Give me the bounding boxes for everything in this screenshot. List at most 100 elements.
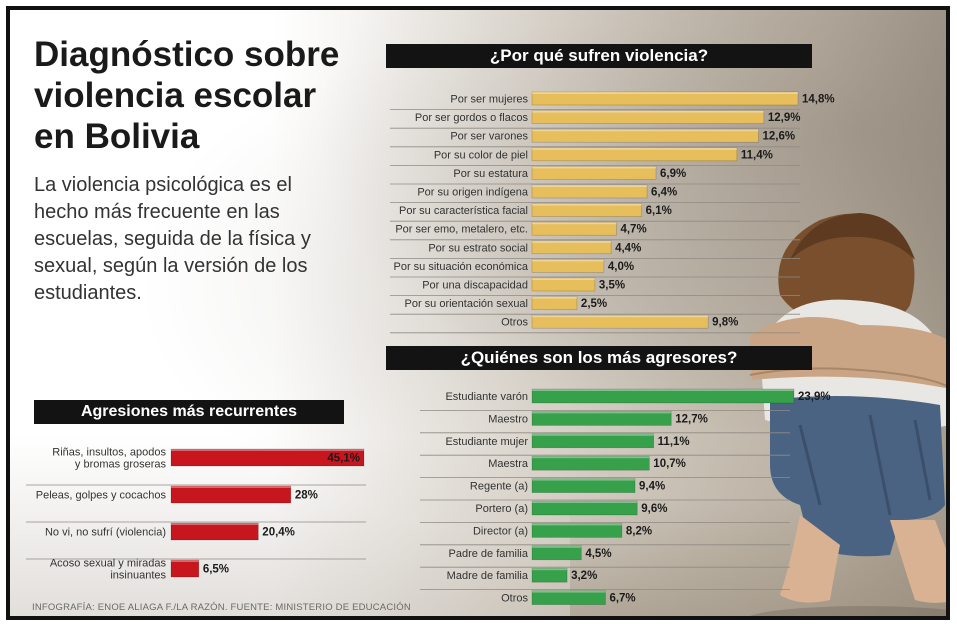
bar [531, 314, 709, 329]
category-label: Otros [501, 593, 528, 605]
category-label: Por su estrato social [428, 242, 528, 254]
value-label: 4,5% [585, 548, 611, 560]
bar [531, 166, 657, 180]
value-label: 6,9% [660, 168, 686, 180]
bar [531, 259, 605, 273]
category-label-line: Por ser gordos o flacos [415, 112, 529, 124]
bar [531, 203, 642, 217]
category-label: Por una discapacidad [422, 280, 528, 292]
bar-highlight [532, 166, 657, 169]
category-label: Por ser gordos o flacos [415, 112, 529, 124]
category-label-line: Por ser mujeres [450, 94, 528, 106]
bar-highlight [532, 590, 606, 593]
page-title: Diagnóstico sobre violencia escolar en B… [34, 35, 340, 156]
bar [531, 91, 799, 106]
source-credit: INFOGRAFÍA: ENOE ALIAGA F./LA RAZÓN. FUE… [32, 602, 411, 613]
bar [531, 147, 738, 162]
bar [531, 110, 765, 124]
bar [531, 184, 648, 199]
aggressors-chart-title: ¿Quiénes son los más agresores? [386, 346, 812, 370]
category-label-line: y bromas groseras [75, 459, 167, 471]
category-label-line: Peleas, golpes y cocachos [36, 490, 167, 502]
bar-highlight [532, 110, 764, 113]
value-label: 2,5% [581, 298, 607, 310]
category-label: Por ser varones [450, 131, 528, 143]
category-label: Maestro [488, 413, 528, 425]
bar [170, 485, 292, 504]
category-label: Por su orientación sexual [404, 298, 528, 310]
intro-text: La violencia psicológica es el hecho más… [34, 174, 311, 304]
value-label: 9,4% [639, 481, 665, 493]
bar-highlight [532, 129, 759, 132]
category-label: Por su característica facial [399, 205, 528, 217]
category-label: Por su estatura [453, 168, 528, 180]
category-label-line: Por su característica facial [399, 205, 528, 217]
bar [531, 478, 636, 493]
value-label: 6,4% [651, 187, 677, 199]
category-label-line: Por ser varones [450, 131, 528, 143]
category-label-line: Regente (a) [470, 481, 528, 493]
category-label-line: Riñas, insultos, apodos [52, 447, 166, 459]
infographic-frame: Diagnóstico sobre violencia escolar en B… [6, 6, 950, 620]
category-label: Otros [501, 317, 528, 329]
category-label-line: Por su estrato social [428, 242, 528, 254]
value-label: 3,2% [571, 570, 597, 582]
bar-highlight [532, 278, 595, 280]
value-label: 3,5% [599, 280, 625, 292]
category-label: Madre de familia [447, 570, 529, 582]
bar-highlight [532, 545, 582, 548]
value-label: 20,4% [262, 527, 295, 539]
value-label: 11,4% [741, 149, 773, 161]
category-label: Riñas, insultos, apodos y bromas groseras [52, 447, 166, 471]
bar [531, 433, 654, 449]
bar-highlight [532, 501, 638, 503]
category-label-line: Por una discapacidad [422, 280, 528, 292]
bar-highlight [171, 523, 259, 525]
category-label: Director (a) [473, 525, 528, 537]
bar [531, 567, 568, 583]
bar-highlight [532, 222, 617, 225]
bar [170, 448, 365, 467]
category-label-line: Estudiante mujer [445, 436, 528, 448]
category-label-line: Otros [501, 317, 528, 329]
category-label: Portero (a) [475, 503, 528, 515]
value-label: 6,1% [646, 205, 672, 217]
bar-highlight [532, 240, 612, 243]
bar-highlight [532, 259, 604, 262]
bar-highlight [171, 486, 291, 488]
category-label: Acoso sexual y miradas insinuantes [50, 558, 167, 582]
bar-highlight [532, 523, 622, 526]
category-label: Maestra [488, 458, 529, 470]
bar [170, 522, 259, 541]
value-label: 14,8% [802, 94, 835, 106]
value-label: 8,2% [626, 525, 652, 537]
aggressors-chart: Estudiante varón 23,9% Maestro 12,7% Estudia… [420, 388, 831, 605]
value-label: 6,7% [609, 593, 635, 605]
category-label-line: Por su color de piel [434, 149, 528, 161]
bar-highlight [171, 449, 364, 451]
category-label: Por su situación económica [393, 261, 528, 273]
category-label-line: Por su estatura [453, 168, 528, 180]
category-label: Peleas, golpes y cocachos [36, 490, 167, 502]
category-label-line: Portero (a) [475, 503, 528, 515]
category-label-line: Por su origen indígena [417, 187, 529, 199]
bar-highlight [532, 185, 648, 187]
category-label-line: Madre de familia [447, 570, 529, 582]
value-label: 9,6% [641, 503, 667, 515]
category-label-line: Por su situación económica [393, 261, 528, 273]
bar-highlight [532, 411, 672, 414]
category-label: Por su color de piel [434, 149, 528, 161]
bar [531, 221, 617, 236]
category-label: Por ser emo, metalero, etc. [395, 224, 528, 236]
category-label-line: No vi, no sufrí (violencia) [45, 527, 166, 539]
category-label: Por ser mujeres [450, 94, 528, 106]
category-label: No vi, no sufrí (violencia) [45, 527, 166, 539]
bar-highlight [171, 560, 199, 562]
category-label-line: Estudiante varón [445, 391, 528, 403]
category-label-line: Maestra [488, 458, 529, 470]
value-label: 28% [295, 490, 318, 502]
bar [531, 240, 612, 255]
bar [170, 559, 200, 578]
value-label: 9,8% [712, 317, 738, 329]
bar-highlight [532, 568, 568, 571]
